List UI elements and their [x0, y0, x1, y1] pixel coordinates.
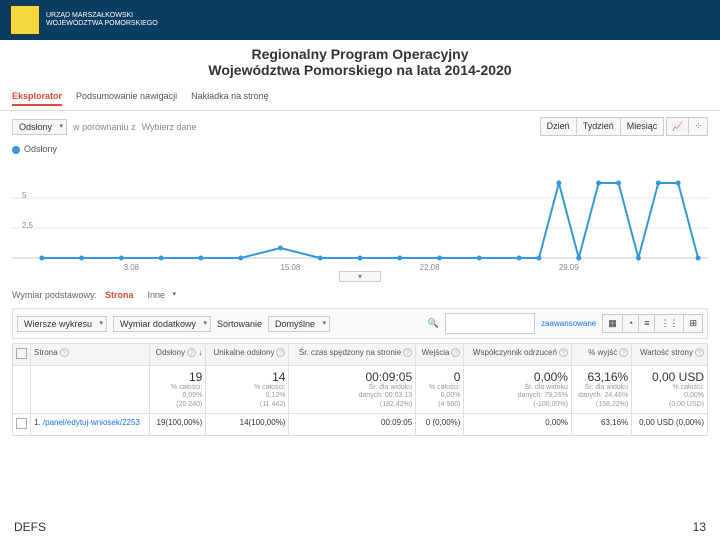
sort-dropdown[interactable]: Domyślne — [268, 316, 330, 332]
logo-crest — [10, 5, 40, 35]
data-table: Strona? Odsłony? ↓ Unikalne odsłony? Śr.… — [12, 343, 708, 436]
select-date-label[interactable]: Wybierz dane — [142, 122, 197, 132]
rows-chart-btn[interactable]: Wiersze wykresu — [17, 316, 107, 332]
sort-label: Sortowanie — [217, 319, 262, 329]
line-chart: 5 2,5 3.08 15.08 22.08 29.09 — [12, 158, 708, 273]
col-avgtime[interactable]: Śr. czas spędzony na stronie? — [289, 344, 416, 366]
btn-month[interactable]: Miesiąc — [621, 118, 664, 135]
legend-dot-icon — [12, 146, 20, 154]
tab-nav-summary[interactable]: Podsumowanie nawigacji — [76, 88, 177, 106]
tab-explorer[interactable]: Eksplorator — [12, 88, 62, 106]
vs-label: w porównaniu z — [73, 122, 136, 132]
btn-week[interactable]: Tydzień — [577, 118, 621, 135]
chart-type-group: 📈 ⁘ — [666, 117, 708, 136]
table-row[interactable]: 1. /panel/edytuj-wniosek/2253 19(100,00%… — [13, 414, 708, 436]
view-mode-group: ▦ ◔ ≡ ⋮⋮ ⊞ — [602, 314, 703, 333]
chart-motion-icon[interactable]: ⁘ — [689, 118, 707, 135]
chart-legend: Odsłony — [0, 142, 720, 154]
svg-text:5: 5 — [22, 191, 27, 200]
svg-text:22.08: 22.08 — [420, 263, 440, 272]
svg-text:2,5: 2,5 — [22, 221, 34, 230]
chart-line-icon[interactable]: 📈 — [667, 118, 689, 135]
tab-bar: Eksplorator Podsumowanie nawigacji Nakła… — [0, 84, 720, 111]
other-dim-dropdown[interactable]: Inne — [141, 288, 179, 302]
svg-text:15.08: 15.08 — [280, 263, 300, 272]
col-value[interactable]: Wartość strony? — [632, 344, 708, 366]
col-bounce[interactable]: Współczynnik odrzuceń? — [464, 344, 571, 366]
footer: DEFS 13 — [0, 520, 720, 534]
table-toolbar: Wiersze wykresu Wymiar dodatkowy Sortowa… — [12, 308, 708, 339]
tab-overlay[interactable]: Nakładka na stronę — [191, 88, 269, 106]
search-input[interactable] — [445, 313, 535, 334]
search-icon: 🔍 — [428, 318, 439, 329]
col-unique[interactable]: Unikalne odsłony? — [206, 344, 289, 366]
svg-text:3.08: 3.08 — [124, 263, 140, 272]
page-title: Regionalny Program Operacyjny Województw… — [0, 40, 720, 84]
select-all-checkbox[interactable] — [16, 348, 27, 359]
dimension-row: Wymiar podstawowy: Strona Inne — [12, 288, 708, 302]
summary-row: 19% całości:0,09%(20 240) 14% całości:0,… — [13, 366, 708, 414]
col-page[interactable]: Strona? — [31, 344, 150, 366]
view-percent-icon[interactable]: ◔ — [623, 315, 639, 332]
view-compare-icon[interactable]: ⋮⋮ — [655, 315, 684, 332]
col-entries[interactable]: Wejścia? — [416, 344, 464, 366]
btn-day[interactable]: Dzień — [541, 118, 577, 135]
svg-text:29.09: 29.09 — [559, 263, 579, 272]
secondary-dim-dropdown[interactable]: Wymiar dodatkowy — [113, 316, 211, 332]
page-number: 13 — [693, 520, 706, 534]
org-name: URZĄD MARSZAŁKOWSKIWOJEWÓDZTWA POMORSKIE… — [46, 12, 158, 27]
col-exit[interactable]: % wyjść? — [571, 344, 631, 366]
primary-dimension[interactable]: Strona — [105, 290, 134, 300]
view-table-icon[interactable]: ▦ — [603, 315, 623, 332]
view-pivot-icon[interactable]: ⊞ — [684, 315, 702, 332]
metric-dropdown[interactable]: Odsłony — [12, 119, 67, 135]
view-perf-icon[interactable]: ≡ — [639, 315, 655, 332]
row-checkbox[interactable] — [16, 418, 27, 429]
advanced-link[interactable]: zaawansowane — [541, 319, 596, 328]
footer-left: DEFS — [14, 520, 46, 534]
chart-controls: Odsłony w porównaniu z Wybierz dane Dzie… — [0, 111, 720, 142]
header-bar: URZĄD MARSZAŁKOWSKIWOJEWÓDZTWA POMORSKIE… — [0, 0, 720, 40]
time-granularity: Dzień Tydzień Miesiąc — [540, 117, 665, 136]
col-views[interactable]: Odsłony? ↓ — [149, 344, 205, 366]
